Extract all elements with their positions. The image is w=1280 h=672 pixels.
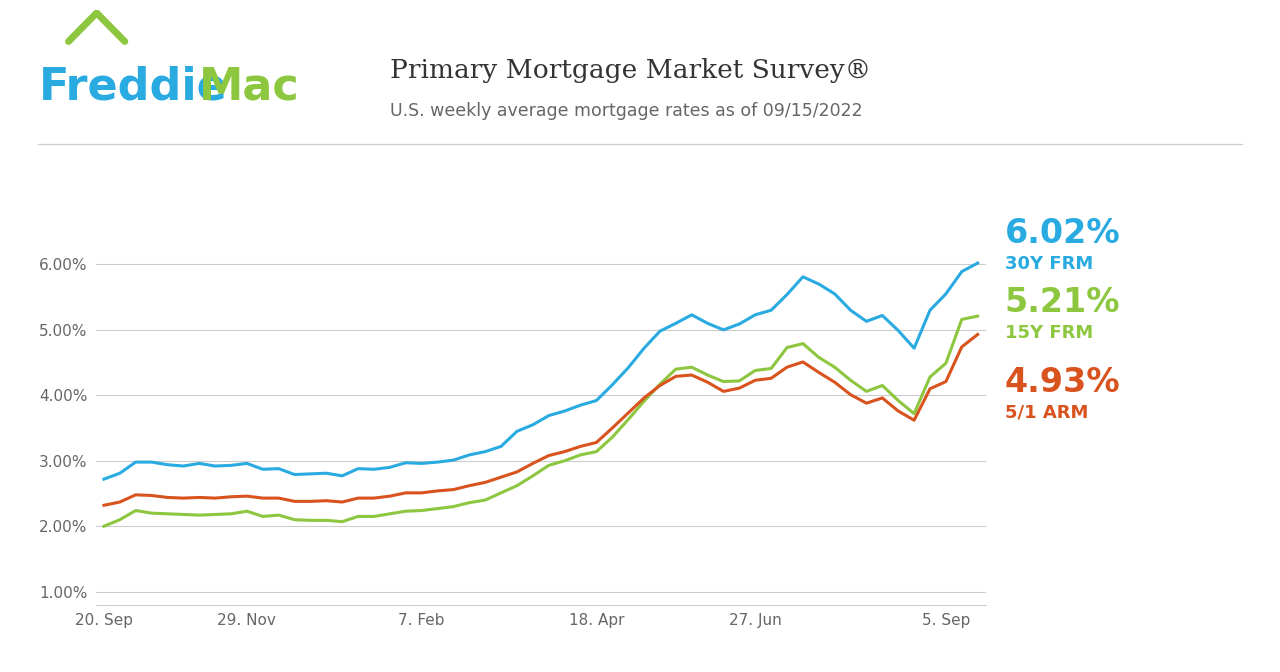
Text: 4.93%: 4.93%: [1005, 366, 1120, 399]
Text: 5.21%: 5.21%: [1005, 286, 1120, 319]
Text: Mac: Mac: [198, 66, 300, 109]
Text: 5/1 ARM: 5/1 ARM: [1005, 404, 1088, 421]
Text: U.S. weekly average mortgage rates as of 09/15/2022: U.S. weekly average mortgage rates as of…: [390, 102, 863, 120]
Text: Primary Mortgage Market Survey®: Primary Mortgage Market Survey®: [390, 58, 872, 83]
Text: 15Y FRM: 15Y FRM: [1005, 324, 1093, 342]
Text: 30Y FRM: 30Y FRM: [1005, 255, 1093, 274]
Text: Freddie: Freddie: [38, 66, 227, 109]
Text: 6.02%: 6.02%: [1005, 218, 1120, 251]
